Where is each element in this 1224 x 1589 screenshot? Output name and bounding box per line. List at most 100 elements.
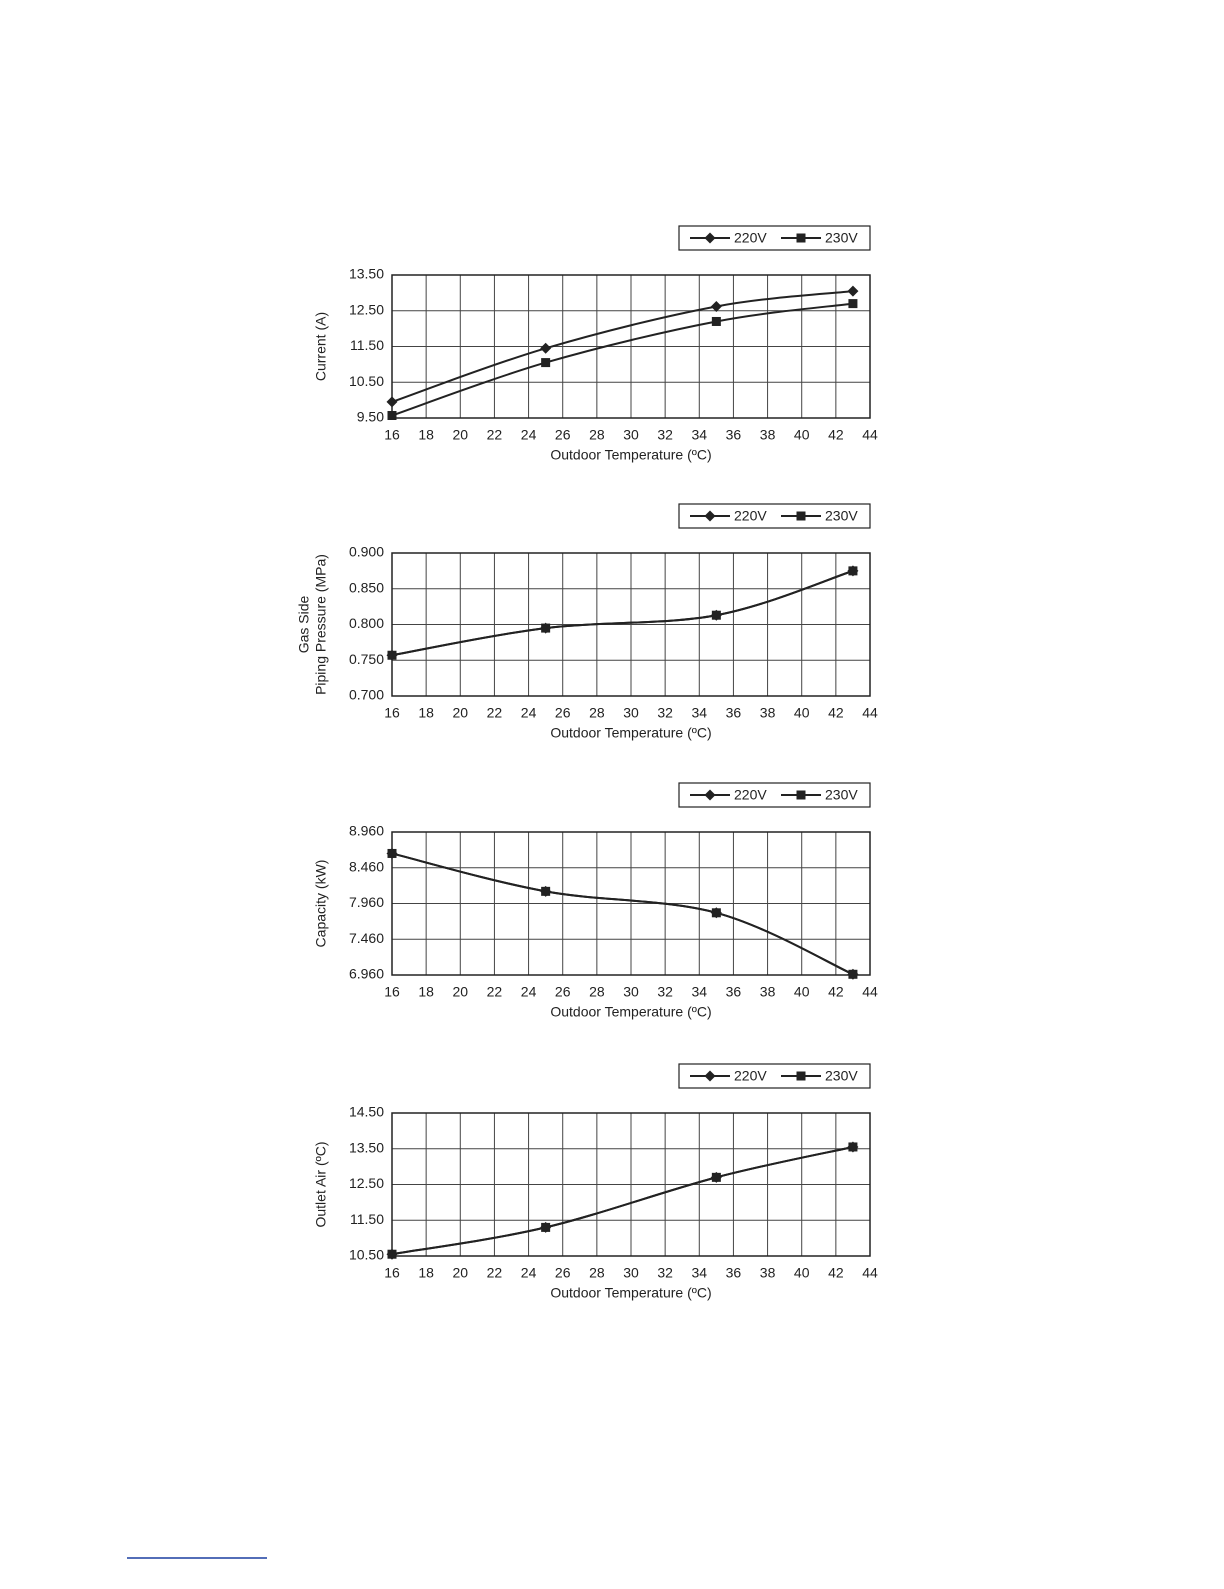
x-tick-label: 32 [657,984,673,1000]
x-axis-label: Outdoor Temperature (ºC) [550,725,711,741]
marker-diamond [710,300,722,312]
x-axis-label: Outdoor Temperature (ºC) [550,1285,711,1301]
x-tick-label: 30 [623,705,639,721]
marker-diamond [704,789,716,801]
legend-label: 220V [734,1068,767,1084]
marker-square [796,233,806,243]
y-tick-label: 0.700 [349,687,384,703]
y-axis-label: Piping Pressure (MPa) [313,554,329,695]
legend-label: 220V [734,508,767,524]
x-tick-label: 22 [487,705,503,721]
marker-square [711,908,721,918]
marker-square [796,790,806,800]
x-tick-label: 40 [794,984,810,1000]
marker-square [387,848,397,858]
y-tick-label: 14.50 [349,1104,384,1120]
marker-square [541,623,551,633]
y-tick-label: 9.50 [357,409,384,425]
x-tick-label: 32 [657,427,673,443]
series-line [391,290,854,403]
x-tick-label: 42 [828,984,844,1000]
x-tick-label: 24 [521,427,537,443]
legend-box [678,1063,871,1089]
y-tick-label: 7.460 [349,930,384,946]
y-tick-label: 13.50 [349,266,384,282]
y-tick-label: 8.960 [349,823,384,839]
x-tick-label: 42 [828,705,844,721]
plot-frame [391,552,871,697]
series-line [391,569,854,657]
x-tick-label: 32 [657,1265,673,1281]
y-tick-label: 8.460 [349,858,384,874]
x-tick-label: 36 [726,1265,742,1281]
x-tick-label: 36 [726,984,742,1000]
x-tick-label: 30 [623,984,639,1000]
x-tick-label: 28 [589,984,605,1000]
y-tick-label: 12.50 [349,301,384,317]
x-tick-label: 22 [487,984,503,1000]
x-tick-label: 36 [726,705,742,721]
plot-frame [391,274,871,419]
legend-label: 230V [825,508,858,524]
marker-square [387,650,397,660]
marker-square [796,511,806,521]
legend-label: 230V [825,1068,858,1084]
x-tick-label: 18 [418,1265,434,1281]
marker-square [541,358,551,368]
legend-label: 220V [734,230,767,246]
x-tick-label: 20 [452,705,468,721]
x-tick-label: 24 [521,1265,537,1281]
x-tick-label: 20 [452,1265,468,1281]
y-axis-label: Current (A) [313,312,329,381]
marker-square [711,610,721,620]
x-tick-label: 26 [555,984,571,1000]
x-tick-label: 38 [760,427,776,443]
series-line [391,852,854,976]
x-tick-label: 42 [828,1265,844,1281]
x-tick-label: 20 [452,984,468,1000]
x-tick-label: 16 [384,705,400,721]
series-line [391,1145,854,1256]
marker-diamond [704,232,716,244]
x-tick-label: 26 [555,1265,571,1281]
plot-frame [391,831,871,976]
x-tick-label: 22 [487,1265,503,1281]
x-tick-label: 18 [418,984,434,1000]
x-tick-label: 34 [691,705,707,721]
x-tick-label: 40 [794,427,810,443]
y-tick-label: 11.50 [350,337,384,353]
x-tick-label: 18 [418,427,434,443]
y-tick-label: 10.50 [349,1247,384,1263]
x-axis-label: Outdoor Temperature (ºC) [550,1004,711,1020]
x-tick-label: 28 [589,427,605,443]
x-axis-label: Outdoor Temperature (ºC) [550,447,711,463]
x-tick-label: 32 [657,705,673,721]
x-tick-label: 16 [384,427,400,443]
series-line [391,302,854,417]
marker-diamond [704,510,716,522]
x-tick-label: 30 [623,1265,639,1281]
x-tick-label: 22 [487,427,503,443]
x-tick-label: 38 [760,1265,776,1281]
legend-label: 230V [825,787,858,803]
y-tick-label: 10.50 [349,373,384,389]
marker-diamond [386,396,398,408]
x-tick-label: 34 [691,427,707,443]
x-tick-label: 40 [794,705,810,721]
marker-diamond [540,342,552,354]
x-tick-label: 44 [862,705,878,721]
marker-diamond [847,285,859,297]
legend-label: 220V [734,787,767,803]
x-tick-label: 26 [555,427,571,443]
y-tick-label: 12.50 [349,1175,384,1191]
marker-square [541,886,551,896]
y-tick-label: 0.800 [349,615,384,631]
y-tick-label: 0.900 [349,544,384,560]
plot-frame [391,1112,871,1257]
series-line [391,1145,854,1256]
y-tick-label: 0.850 [349,579,384,595]
y-tick-label: 0.750 [349,651,384,667]
x-tick-label: 36 [726,427,742,443]
x-tick-label: 28 [589,705,605,721]
